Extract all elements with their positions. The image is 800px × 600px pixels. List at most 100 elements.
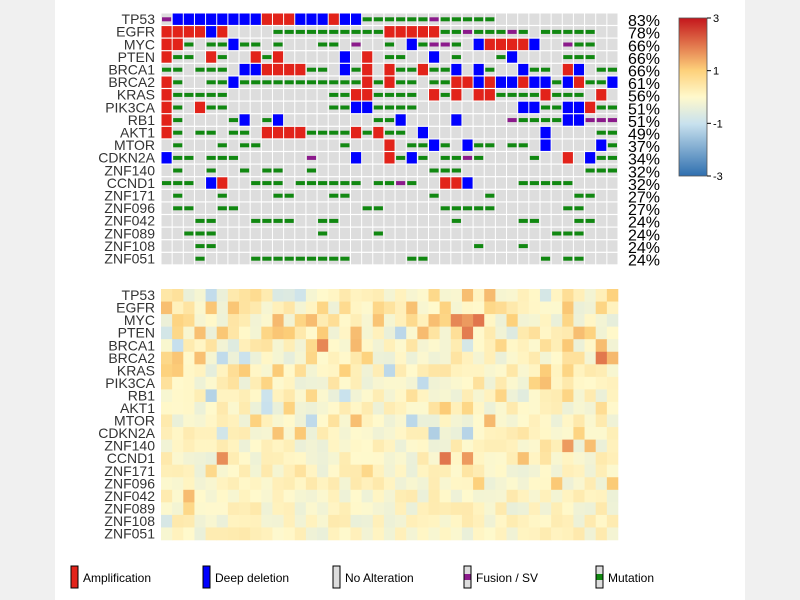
expression-cell: [372, 489, 385, 503]
alteration-percent: 61%: [628, 76, 660, 93]
mutation-mark: [440, 206, 450, 211]
expression-cell: [339, 339, 351, 353]
expression-cell: [194, 514, 206, 528]
fusion-mark: [462, 29, 473, 34]
expression-cell: [205, 314, 218, 327]
mutation-mark: [240, 143, 250, 148]
expression-cell: [183, 351, 195, 365]
expression-cell: [506, 414, 518, 428]
alteration-cell: [540, 164, 551, 177]
alteration-cell: [239, 51, 250, 63]
alteration-cell: [585, 126, 596, 139]
expression-cell: [294, 439, 307, 453]
expression-cell: [539, 527, 552, 541]
expression-cell: [484, 289, 496, 302]
fusion-mark: [351, 42, 361, 47]
oncoprint-gene-label: ZNF089: [104, 225, 155, 241]
expression-cell: [261, 389, 273, 403]
expression-cell: [539, 452, 552, 465]
mutation-mark: [318, 67, 328, 72]
expression-cell: [595, 389, 608, 403]
mutation-mark: [451, 42, 461, 47]
mutation-mark: [262, 118, 272, 123]
mutation-mark: [585, 29, 595, 34]
mutation-mark: [351, 67, 361, 72]
alteration-cell: [573, 152, 585, 164]
expression-cell: [261, 401, 273, 415]
mutation-mark: [585, 55, 595, 60]
expression-cell: [495, 389, 507, 403]
alteration-cell: [540, 51, 551, 63]
alteration-percent: 78%: [628, 26, 660, 43]
amplification-mark: [161, 101, 172, 114]
expression-cell: [172, 364, 184, 378]
expression-cell: [428, 414, 440, 428]
alteration-cell: [306, 38, 317, 51]
alteration-cell: [395, 189, 406, 202]
alteration-cell: [272, 152, 284, 164]
alteration-cell: [328, 164, 339, 177]
alteration-cell: [406, 227, 417, 240]
alteration-cell: [507, 252, 518, 265]
expression-cell: [428, 326, 440, 340]
alteration-cell: [362, 215, 373, 227]
mutation-mark: [351, 181, 361, 186]
expression-cell: [161, 489, 173, 503]
expression-cell: [283, 452, 296, 465]
expression-cell: [183, 427, 195, 440]
expression-cell: [227, 489, 240, 503]
expression-cell: [328, 452, 340, 465]
alteration-cell: [328, 63, 339, 76]
expression-cell: [317, 289, 329, 302]
alteration-percent: 24%: [628, 227, 660, 244]
expression-cell: [539, 477, 552, 491]
alteration-cell: [440, 51, 451, 63]
expression-cell: [294, 527, 307, 541]
mutation-mark: [173, 92, 183, 97]
expression-cell: [227, 314, 240, 327]
expression-cell: [339, 351, 351, 365]
expression-cell: [383, 376, 396, 390]
expression-cell: [517, 351, 530, 365]
expression-cell: [339, 301, 351, 315]
expression-cell: [395, 489, 407, 503]
expression-cell: [395, 314, 407, 327]
expression-cell: [205, 514, 218, 528]
expression-cell: [172, 289, 184, 302]
expression-cell: [227, 339, 240, 353]
expression-cell: [517, 289, 530, 302]
amplification-mark: [406, 26, 417, 38]
alteration-cell: [585, 139, 596, 151]
expression-cell: [528, 351, 541, 365]
expression-cell: [584, 527, 597, 541]
expression-cell: [272, 427, 284, 440]
expression-cell: [584, 364, 597, 378]
expression-cell: [372, 527, 385, 541]
expression-cell: [172, 489, 184, 503]
expression-cell: [250, 401, 262, 415]
expression-cell: [473, 376, 485, 390]
oncoprint-gene-label: TP53: [122, 11, 156, 27]
mutation-mark: [529, 67, 539, 72]
deep-deletion-mark: [473, 76, 484, 88]
expression-cell: [428, 514, 440, 528]
alteration-cell: [473, 114, 484, 126]
alteration-cell: [239, 252, 250, 265]
alteration-cell: [573, 177, 585, 189]
expression-cell: [216, 489, 229, 503]
alteration-cell: [596, 215, 607, 227]
deep-deletion-mark: [250, 13, 261, 25]
expression-cell: [528, 502, 541, 516]
expression-cell: [317, 301, 329, 315]
alteration-cell: [507, 240, 518, 252]
mutation-mark: [518, 181, 528, 186]
amplification-mark: [484, 38, 495, 51]
mutation-mark: [563, 29, 573, 34]
mutation-mark: [563, 256, 573, 261]
deep-deletion-mark: [540, 139, 551, 151]
deep-deletion-mark: [562, 76, 573, 88]
expression-cell: [562, 414, 574, 428]
expression-cell: [194, 364, 206, 378]
expression-cell: [261, 376, 273, 390]
expression-cell: [506, 401, 518, 415]
